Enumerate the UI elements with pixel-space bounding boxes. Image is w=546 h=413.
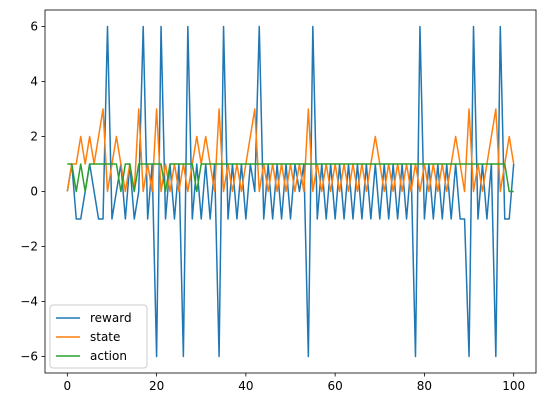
series-line-action [67,163,514,193]
y-tick-label: 2 [30,130,38,144]
y-tick-label: 4 [30,75,38,89]
legend-label-state: state [90,330,120,344]
x-tick-label: 60 [327,379,342,393]
legend-label-reward: reward [90,311,132,325]
series-layer [66,25,515,358]
y-tick-label: −4 [20,295,38,309]
y-tick-label: 0 [30,185,38,199]
x-tick-label: 100 [502,379,525,393]
series-line-state [66,108,515,193]
x-tick-label: 20 [149,379,164,393]
y-axis-ticks: −6 −4 −2 0 2 4 6 [20,20,45,364]
legend-label-action: action [90,349,127,363]
legend-box [49,304,148,369]
y-tick-label: −6 [20,350,38,364]
x-tick-label: 80 [417,379,432,393]
x-tick-label: 0 [63,379,71,393]
x-axis-ticks: 0 20 40 60 80 100 [63,373,525,393]
y-tick-label: −2 [20,240,38,254]
legend: reward state action [49,304,148,369]
plot-frame [44,9,537,374]
x-tick-label: 40 [238,379,253,393]
y-tick-label: 6 [30,20,38,34]
